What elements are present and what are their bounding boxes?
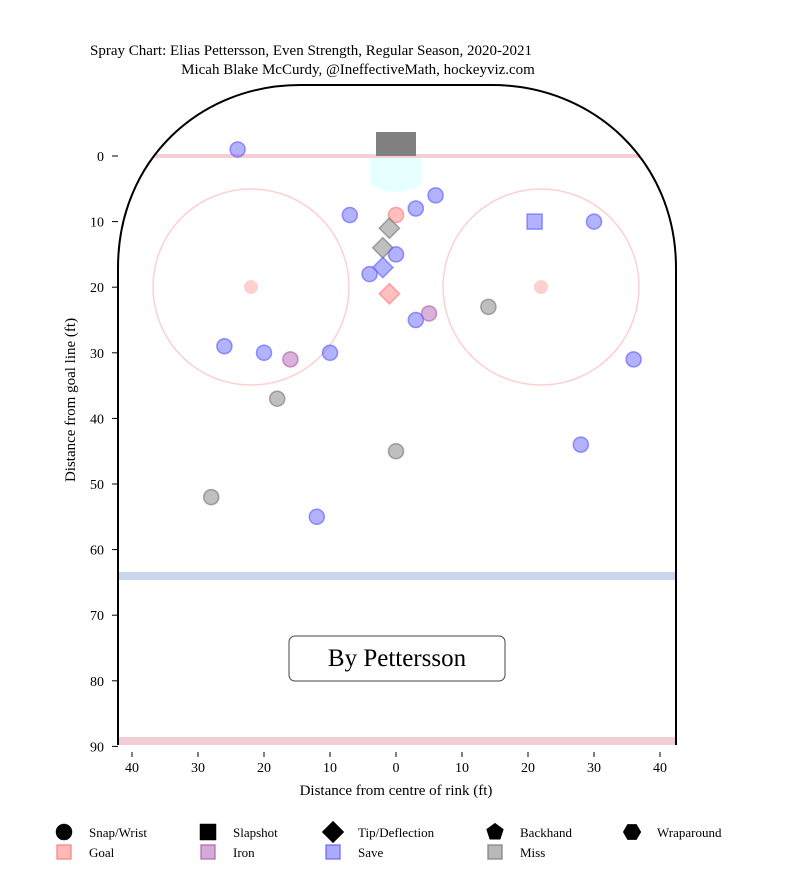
y-tick-label: 30 xyxy=(90,347,104,362)
y-tick-label: 90 xyxy=(90,740,104,755)
shot-save-circle xyxy=(407,200,425,217)
shot-save-circle xyxy=(308,508,326,526)
shot-miss-diamond xyxy=(378,216,401,240)
shot-save-circle xyxy=(585,213,603,230)
legend-label: Iron xyxy=(233,845,255,860)
legend: Snap/Wrist Slapshot Tip/Deflection Backhand… xyxy=(55,820,722,860)
boards xyxy=(117,84,677,745)
axes: 0 10 20 30 40 50 60 70 80 90 40 30 20 10 0 10 20 30 40 xyxy=(90,150,667,776)
y-tick-label: 0 xyxy=(97,150,104,165)
legend-label: Save xyxy=(358,845,384,860)
x-tick-label: 40 xyxy=(653,761,667,776)
legend-slapshot-icon xyxy=(199,823,217,841)
shot-save-circle xyxy=(321,344,339,362)
legend-label: Backhand xyxy=(520,825,572,840)
annotation-text: By Pettersson xyxy=(328,645,467,672)
shot-goal-diamond xyxy=(378,282,401,305)
faceoff-circle-left xyxy=(152,188,350,386)
y-tick-label: 60 xyxy=(90,544,104,559)
blue-line xyxy=(118,572,676,580)
shot-save-circle xyxy=(255,344,273,362)
shot-save-circle xyxy=(216,337,233,355)
y-axis-label: Distance from goal line (ft) xyxy=(63,318,79,482)
data-points xyxy=(202,141,642,526)
shot-save-circle xyxy=(387,246,405,263)
legend-goal-swatch xyxy=(56,844,72,860)
faceoff-dot-left xyxy=(244,280,258,294)
legend-iron-swatch xyxy=(200,844,216,860)
legend-save-swatch xyxy=(325,844,341,860)
shot-save-diamond xyxy=(371,256,394,279)
goal-net xyxy=(376,132,416,156)
y-tick-label: 10 xyxy=(90,216,104,231)
chart-subtitle: Micah Blake McCurdy, @IneffectiveMath, h… xyxy=(181,62,535,78)
x-tick-label: 10 xyxy=(323,761,337,776)
legend-miss-swatch xyxy=(487,844,503,860)
legend-label: Wraparound xyxy=(657,825,722,840)
rink xyxy=(117,84,677,745)
legend-wraparound-icon xyxy=(622,824,642,840)
y-tick-label: 50 xyxy=(90,478,104,493)
x-tick-label: 0 xyxy=(393,761,400,776)
shot-goal-circle xyxy=(387,206,405,224)
shot-save-circle xyxy=(229,141,246,158)
annotation-frame xyxy=(288,635,506,682)
x-tick-label: 40 xyxy=(125,761,139,776)
y-tick-label: 40 xyxy=(90,412,104,427)
goal-crease xyxy=(370,158,422,192)
legend-label: Snap/Wrist xyxy=(89,825,147,840)
x-tick-label: 20 xyxy=(521,761,535,776)
legend-label: Slapshot xyxy=(233,825,278,840)
annotation-box: By Pettersson xyxy=(288,635,506,682)
x-axis-label: Distance from centre of rink (ft) xyxy=(300,783,493,799)
x-tick-label: 30 xyxy=(191,761,205,776)
shot-miss-circle xyxy=(268,390,286,407)
legend-tip-deflection-icon xyxy=(321,820,345,844)
shot-save-square xyxy=(526,213,543,230)
shot-miss-circle xyxy=(387,442,405,460)
shot-iron-circle xyxy=(282,351,299,368)
chart-title: Spray Chart: Elias Pettersson, Even Stre… xyxy=(90,43,532,59)
centre-red-line xyxy=(118,737,676,745)
legend-snap-wrist-icon xyxy=(55,823,73,841)
x-tick-label: 30 xyxy=(587,761,601,776)
x-tick-label: 10 xyxy=(455,761,469,776)
legend-label: Tip/Deflection xyxy=(358,825,435,840)
y-tick-label: 80 xyxy=(90,675,104,690)
legend-backhand-icon xyxy=(486,822,504,840)
shot-miss-circle xyxy=(202,488,220,506)
shot-save-circle xyxy=(361,265,378,283)
x-tick-label: 20 xyxy=(257,761,271,776)
faceoff-dot-right xyxy=(534,280,548,294)
y-tick-label: 20 xyxy=(90,281,104,296)
shot-save-circle xyxy=(427,187,444,204)
shot-iron-circle xyxy=(420,305,438,322)
faceoff-circle-right xyxy=(442,188,640,386)
shot-save-circle xyxy=(572,436,590,453)
shot-save-circle xyxy=(625,351,642,368)
y-tick-label: 70 xyxy=(90,609,104,624)
shot-miss-circle xyxy=(480,298,497,316)
shot-save-circle xyxy=(407,311,425,329)
legend-label: Goal xyxy=(89,845,115,860)
legend-label: Miss xyxy=(520,845,545,860)
shot-save-circle xyxy=(341,206,359,224)
